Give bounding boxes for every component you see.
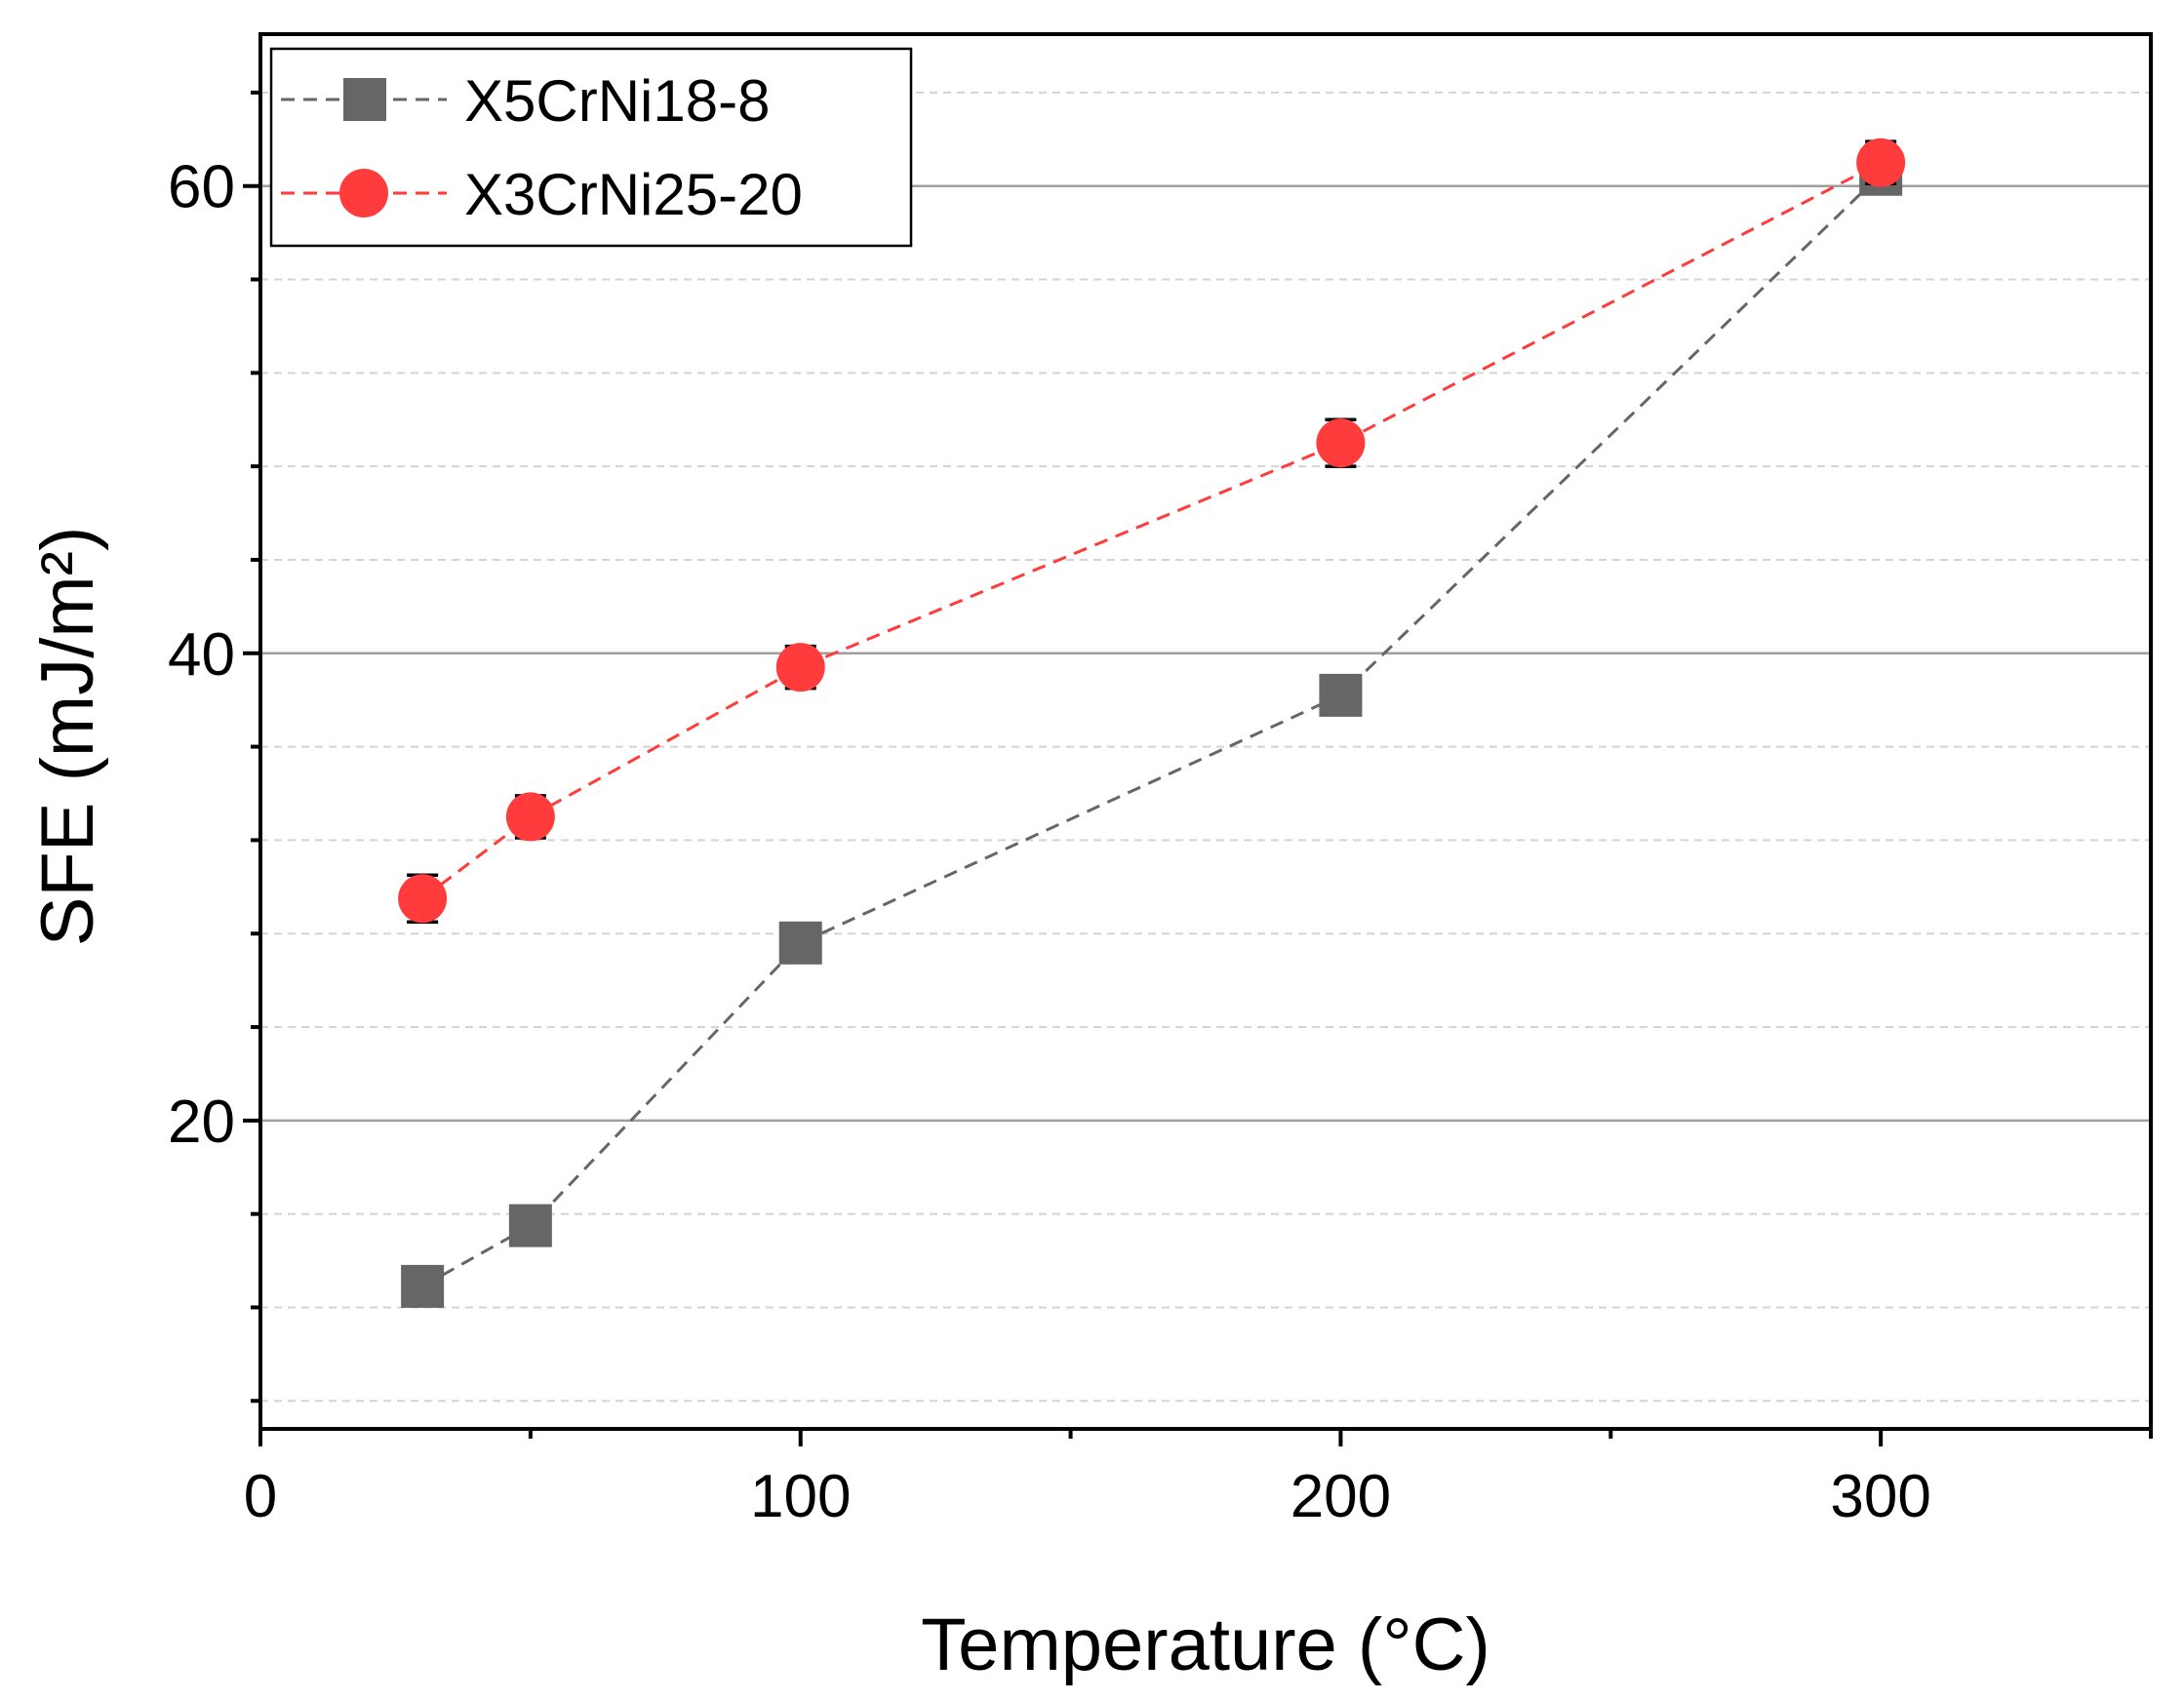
plot-frame <box>258 32 2153 1431</box>
legend-label-x3crni25-20: X3CrNi25-20 <box>464 162 803 227</box>
axis-ticks <box>243 90 2153 1446</box>
y-tick-label: 60 <box>168 154 235 221</box>
series-line <box>421 173 1883 1288</box>
y-tick-label: 20 <box>168 1088 235 1156</box>
legend-label-x5crni18-8: X5CrNi18-8 <box>464 68 770 134</box>
data-point-circle <box>398 874 448 924</box>
series-x3crni25-20 <box>398 138 1906 924</box>
legend-item-x3crni25-20: X3CrNi25-20 <box>281 162 803 227</box>
legend-marker-square <box>343 78 386 121</box>
data-series <box>398 138 1906 1308</box>
y-axis-title: SFE (mJ/m²) <box>26 527 109 947</box>
data-point-square <box>508 1204 552 1247</box>
tick-labels: 20 40 60 0 100 200 300 <box>168 154 1931 1530</box>
data-point-square <box>1319 673 1363 717</box>
data-point-circle <box>1856 138 1906 187</box>
x-tick-label: 0 <box>244 1463 277 1530</box>
data-point-circle <box>775 643 825 693</box>
x-tick-label: 100 <box>750 1463 851 1530</box>
x-tick-label: 200 <box>1291 1463 1391 1530</box>
series-x5crni18-8 <box>401 152 1903 1308</box>
legend-item-x5crni18-8: X5CrNi18-8 <box>281 68 770 134</box>
data-point-square <box>401 1264 445 1308</box>
grid-lines <box>260 91 2151 1403</box>
legend: X5CrNi18-8 X3CrNi25-20 <box>269 47 913 248</box>
data-point-square <box>778 921 822 965</box>
x-tick-label: 300 <box>1830 1463 1930 1530</box>
x-axis-title: Temperature (°C) <box>921 1603 1490 1686</box>
series-line <box>421 161 1882 900</box>
data-point-circle <box>1316 418 1366 468</box>
data-point-circle <box>505 792 555 842</box>
y-tick-label: 40 <box>168 621 235 689</box>
legend-marker-circle <box>339 169 388 218</box>
